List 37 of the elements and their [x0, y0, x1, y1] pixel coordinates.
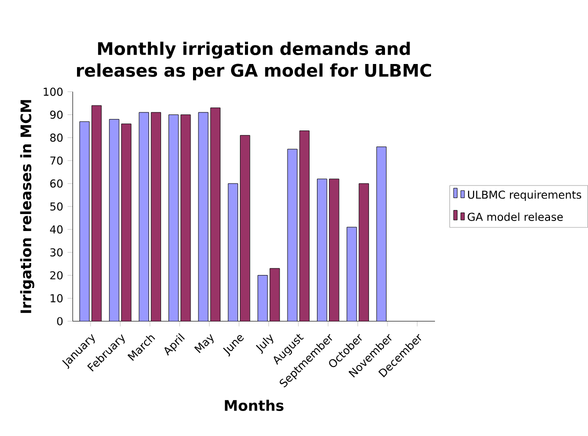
bar: [151, 112, 161, 322]
y-tick-label: 10: [50, 294, 63, 302]
bar: [198, 112, 208, 322]
bar: [121, 124, 132, 322]
y-tick-label: 50: [50, 202, 63, 210]
bar: [180, 114, 190, 322]
y-tick-label: 100: [44, 87, 63, 96]
bar: [210, 108, 220, 322]
bar: [228, 183, 238, 322]
bar: [240, 135, 250, 322]
bar: [168, 114, 178, 322]
bar: [329, 178, 339, 322]
bar: [270, 268, 280, 322]
y-tick-label: 90: [50, 110, 63, 119]
bar: [300, 130, 310, 322]
legend-label: GA model release: [468, 212, 563, 221]
chart-title: Monthly irrigation demands and releases as per GA model for ULBMC: [77, 42, 432, 80]
x-axis-title: Months: [224, 400, 284, 411]
y-tick-label: 60: [50, 179, 63, 188]
legend-label: ULBMC requirements: [468, 190, 582, 201]
bar: [288, 148, 298, 322]
bar: [258, 275, 268, 322]
bar: [376, 146, 387, 322]
bar: [139, 112, 149, 322]
y-axis-title: Irrigation releases in MCM: [20, 100, 34, 313]
y-tick-label: 30: [50, 248, 63, 256]
y-tick-label: 40: [50, 225, 63, 234]
bar: [109, 119, 120, 322]
bar: [80, 121, 90, 322]
y-tick-label: 70: [50, 156, 63, 165]
bar: [92, 105, 102, 322]
y-tick-label: 0: [57, 316, 63, 326]
y-tick-label: 20: [50, 271, 63, 280]
bar: [346, 226, 357, 322]
bar: [358, 183, 369, 322]
y-tick-label: 80: [50, 133, 63, 142]
bar: [317, 178, 327, 322]
